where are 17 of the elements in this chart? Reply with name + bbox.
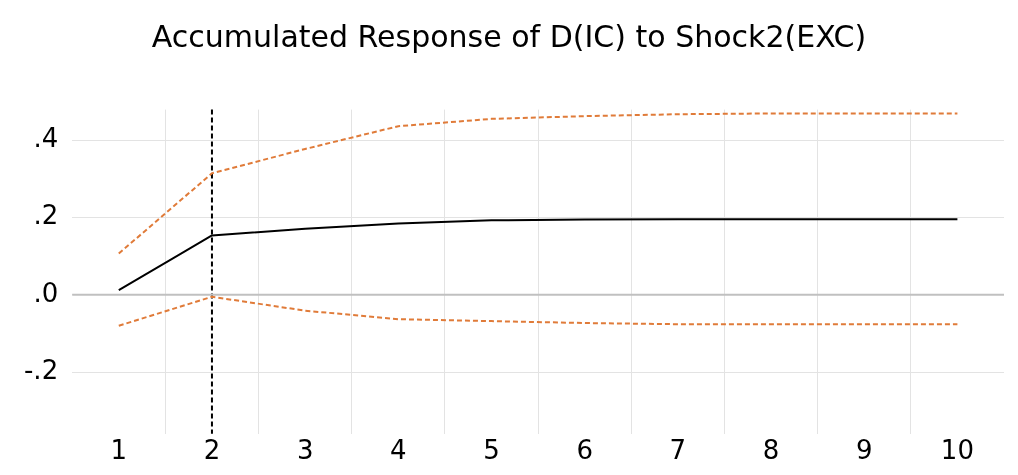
line-series: [117, 295, 959, 327]
x-tick-label: 5: [483, 435, 500, 466]
x-tick-label: 7: [669, 435, 687, 466]
x-tick-label: 10: [940, 435, 974, 466]
y-tick-label: -.2: [23, 354, 59, 385]
y-tick-label: .4: [33, 123, 59, 154]
line-series: [117, 112, 959, 255]
x-tick-label: 6: [576, 435, 593, 466]
chart-title: Accumulated Response of D(IC) to Shock2(EXC): [150, 18, 868, 56]
x-tick-label: 4: [390, 435, 407, 466]
y-tick-label: .2: [33, 200, 59, 231]
x-tick-label: 3: [296, 435, 314, 466]
x-tick-label: 8: [762, 435, 780, 466]
x-tick-label: 1: [110, 435, 128, 466]
x-tick-label: 9: [855, 435, 873, 466]
y-tick-label: .0: [33, 277, 59, 308]
x-tick-label: 2: [203, 435, 221, 466]
